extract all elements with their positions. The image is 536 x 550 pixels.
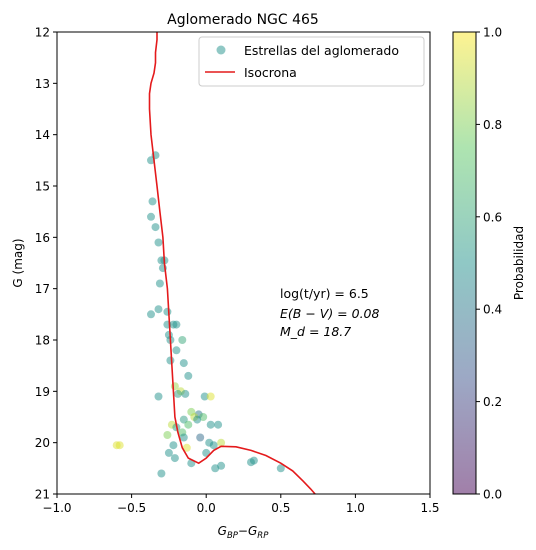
star-point [202,448,211,457]
star-point [193,415,202,424]
annotation-age: log(t/yr) = 6.5 [280,286,369,301]
colorbar-tick-label: 0.8 [483,118,502,132]
star-point [214,420,223,429]
legend-marker-stars [216,45,226,55]
star-point [163,307,172,316]
star-point [151,223,160,232]
y-tick-label: 14 [35,128,50,142]
y-axis-label: G (mag) [11,238,25,287]
x-label-sub1: BP [227,531,239,541]
star-point [169,441,178,450]
x-tick-label: 0.5 [271,501,290,515]
colorbar-tick-label: 0.2 [483,395,502,409]
colorbar-gradient [453,32,476,494]
x-label-main: G [218,524,227,538]
y-tick-label: 13 [35,77,50,91]
y-tick-label: 19 [35,385,50,399]
x-axis-label: GBP−GRP [218,524,270,541]
legend-label-stars: Estrellas del aglomerado [244,43,399,58]
plot-area [56,31,431,495]
y-tick-label: 15 [35,180,50,194]
star-point [182,443,191,452]
annotation-distance-modulus: M_d = 18.7 [280,324,351,339]
legend-box [198,36,425,87]
star-point [173,389,182,398]
y-tick-label: 18 [35,334,50,348]
y-tick-label: 21 [35,488,50,502]
scatter-points [112,151,285,478]
star-point [172,346,181,355]
y-tick-label: 12 [35,26,50,40]
star-point [184,371,193,380]
x-tick-label: −0.5 [117,501,146,515]
colorbar: 0.0 0.2 0.4 0.6 0.8 1.0 Probabilidad [452,26,526,502]
star-point [154,305,163,314]
plot-frame [56,31,431,495]
x-tick-label: 1.0 [346,501,365,515]
x-label-minus: − [238,524,248,538]
star-point [157,469,166,478]
star-point [163,431,172,439]
legend-label-isochrone: Isocrona [244,65,297,80]
isochrone-line [148,32,316,494]
annotation-extinction: E(B − V) = 0.08 [280,306,379,321]
x-tick-label: −1.0 [42,501,71,515]
colorbar-tick-label: 1.0 [483,26,502,40]
star-point [147,310,155,319]
y-axis: 12 13 14 15 16 17 18 19 20 21 [35,26,57,502]
star-point [217,438,226,447]
star-point [206,420,215,429]
x-label-main2: G [248,524,257,538]
x-axis: −1.0 −0.5 0.0 0.5 1.0 1.5 [42,494,440,515]
star-point [178,336,187,344]
star-point [179,359,188,368]
colorbar-tick-label: 0.6 [483,210,502,224]
colorbar-tick-label: 0.4 [483,303,502,317]
chart-title: Aglomerado NGC 465 [167,12,319,28]
y-tick-label: 20 [35,436,50,450]
colorbar-frame [452,31,477,495]
star-point [154,392,163,401]
star-point [164,448,173,457]
legend: Estrellas del aglomerado Isocrona [198,36,425,87]
star-point [147,212,155,221]
star-point [276,464,285,473]
star-point [148,197,157,206]
star-point [179,433,188,442]
star-point [172,320,181,329]
isochrone-annotation: log(t/yr) = 6.5 E(B − V) = 0.08 M_d = 18… [280,286,379,339]
star-point [115,441,124,450]
star-point [184,420,193,429]
star-point [196,433,205,442]
colorbar-label: Probabilidad [512,226,526,300]
star-point [154,238,163,247]
star-point [166,356,175,365]
colorbar-tick-label: 0.0 [483,488,502,502]
star-point [199,413,208,421]
x-tick-label: 0.0 [197,501,216,515]
star-point [209,441,218,450]
star-point [170,454,179,463]
star-point [206,392,215,401]
star-point [200,392,209,401]
y-tick-label: 16 [35,231,50,245]
x-label-sub2: RP [257,531,269,541]
star-point [211,464,220,473]
colorbar-ticks: 0.0 0.2 0.4 0.6 0.8 1.0 [476,26,502,502]
y-tick-label: 17 [35,282,50,296]
star-point [247,458,255,467]
x-tick-label: 1.5 [420,501,439,515]
star-point [181,389,190,398]
star-point [155,279,164,288]
